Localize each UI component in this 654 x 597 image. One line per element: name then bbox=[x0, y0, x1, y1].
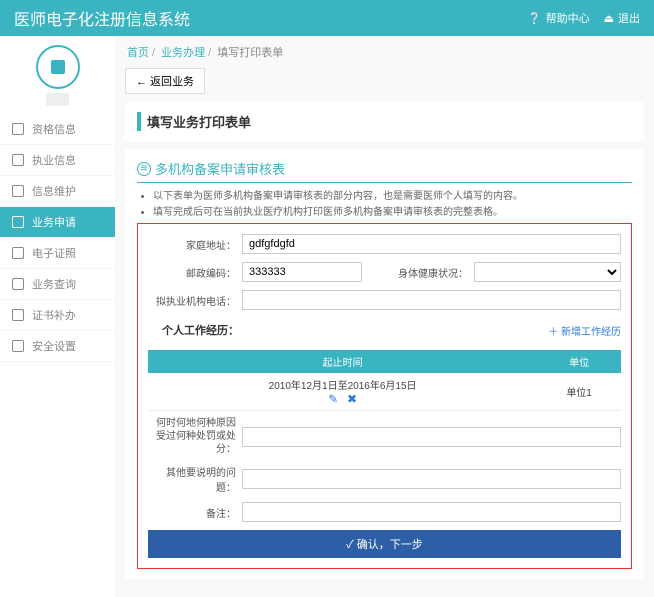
nav-icon bbox=[12, 185, 24, 197]
nav-label: 业务申请 bbox=[32, 214, 76, 230]
nav-label: 执业信息 bbox=[32, 152, 76, 168]
app-header: 医师电子化注册信息系统 ❔ 帮助中心 ⏏ 退出 bbox=[0, 0, 654, 36]
desc-line-2: 填写完成后可在当前执业医疗机构打印医师多机构备案申请审核表的完整表格。 bbox=[153, 205, 632, 221]
logout-icon: ⏏ bbox=[604, 12, 614, 25]
help-link[interactable]: ❔ 帮助中心 bbox=[528, 10, 590, 26]
description-list: 以下表单为医师多机构备案申请审核表的部分内容，也是需要医师个人填写的内容。 填写… bbox=[153, 183, 632, 223]
main-content: 首页/ 业务办理/ 填写打印表单 ← 返回业务 填写业务打印表单 ≋ 多机构备案… bbox=[115, 36, 654, 597]
row-unit: 单位1 bbox=[537, 373, 621, 411]
form-panel: ≋ 多机构备案申请审核表 以下表单为医师多机构备案申请审核表的部分内容，也是需要… bbox=[125, 149, 644, 579]
nav-icon bbox=[12, 247, 24, 259]
col-unit: 单位 bbox=[537, 350, 621, 373]
header-actions: ❔ 帮助中心 ⏏ 退出 bbox=[528, 10, 640, 26]
subtitle-row: ≋ 多机构备案申请审核表 bbox=[137, 159, 632, 183]
nav-label: 安全设置 bbox=[32, 338, 76, 354]
crumb-biz[interactable]: 业务办理 bbox=[161, 47, 205, 59]
sidebar-item-6[interactable]: 证书补办 bbox=[0, 300, 115, 331]
zip-label: 邮政编码： bbox=[148, 265, 236, 280]
phone-label: 拟执业机构电话： bbox=[148, 293, 236, 308]
back-button[interactable]: ← 返回业务 bbox=[125, 68, 205, 94]
nav-label: 资格信息 bbox=[32, 121, 76, 137]
subtitle-icon: ≋ bbox=[137, 162, 151, 176]
sidebar-item-0[interactable]: 资格信息 bbox=[0, 114, 115, 145]
delete-icon[interactable]: ✖ bbox=[347, 392, 357, 406]
form-wrap: 家庭地址： 邮政编码： 身体健康状况： 拟执业机构电话： 个人工作经历： ＋ 新… bbox=[137, 223, 632, 569]
avatar-icon bbox=[51, 60, 65, 74]
nav-label: 电子证照 bbox=[32, 245, 76, 261]
punish-input[interactable] bbox=[242, 427, 621, 447]
nav-label: 证书补办 bbox=[32, 307, 76, 323]
avatar-name bbox=[46, 93, 69, 106]
remark-input[interactable] bbox=[242, 502, 621, 522]
nav-label: 信息维护 bbox=[32, 183, 76, 199]
nav-list: 资格信息执业信息信息维护业务申请电子证照业务查询证书补办安全设置 bbox=[0, 114, 115, 362]
nav-icon bbox=[12, 278, 24, 290]
desc-line-1: 以下表单为医师多机构备案申请审核表的部分内容，也是需要医师个人填写的内容。 bbox=[153, 189, 632, 205]
nav-icon bbox=[12, 309, 24, 321]
sidebar-item-2[interactable]: 信息维护 bbox=[0, 176, 115, 207]
sidebar-item-7[interactable]: 安全设置 bbox=[0, 331, 115, 362]
punish-label: 何时何地何种原因受过何种处罚或处分： bbox=[148, 417, 236, 456]
submit-button[interactable]: ✓ 确认，下一步 bbox=[148, 530, 621, 558]
breadcrumb: 首页/ 业务办理/ 填写打印表单 bbox=[125, 36, 644, 68]
nav-icon bbox=[12, 154, 24, 166]
health-select[interactable] bbox=[474, 262, 621, 282]
nav-icon bbox=[12, 123, 24, 135]
sidebar-item-5[interactable]: 业务查询 bbox=[0, 269, 115, 300]
work-table: 起止时间 单位 2010年12月1日至2016年6月15日 ✎ ✖ 单位1 bbox=[148, 350, 621, 411]
work-section-label: 个人工作经历： bbox=[162, 322, 239, 338]
title-panel: 填写业务打印表单 bbox=[125, 102, 644, 141]
crumb-last: 填写打印表单 bbox=[217, 47, 283, 59]
addr-label: 家庭地址： bbox=[148, 237, 236, 252]
nav-icon bbox=[12, 216, 24, 228]
add-work-link[interactable]: ＋ 新增工作经历 bbox=[245, 323, 621, 338]
zip-input[interactable] bbox=[242, 262, 362, 282]
crumb-home[interactable]: 首页 bbox=[127, 47, 149, 59]
subtitle-text: 多机构备案申请审核表 bbox=[155, 159, 285, 178]
nav-icon bbox=[12, 340, 24, 352]
help-label: 帮助中心 bbox=[546, 10, 590, 26]
remark-label: 备注： bbox=[148, 505, 236, 520]
sidebar-item-1[interactable]: 执业信息 bbox=[0, 145, 115, 176]
nav-label: 业务查询 bbox=[32, 276, 76, 292]
avatar-box bbox=[0, 36, 115, 114]
addr-input[interactable] bbox=[242, 234, 621, 254]
table-row: 2010年12月1日至2016年6月15日 ✎ ✖ 单位1 bbox=[148, 373, 621, 411]
sidebar-item-4[interactable]: 电子证照 bbox=[0, 238, 115, 269]
app-title: 医师电子化注册信息系统 bbox=[14, 6, 190, 30]
phone-input[interactable] bbox=[242, 290, 621, 310]
other-input[interactable] bbox=[242, 469, 621, 489]
sidebar-item-3[interactable]: 业务申请 bbox=[0, 207, 115, 238]
edit-icon[interactable]: ✎ bbox=[328, 392, 338, 406]
main-layout: 资格信息执业信息信息维护业务申请电子证照业务查询证书补办安全设置 首页/ 业务办… bbox=[0, 36, 654, 597]
health-label: 身体健康状况： bbox=[398, 265, 468, 280]
col-time: 起止时间 bbox=[148, 350, 537, 373]
help-icon: ❔ bbox=[528, 12, 542, 25]
logout-link[interactable]: ⏏ 退出 bbox=[604, 10, 640, 26]
row-time: 2010年12月1日至2016年6月15日 bbox=[152, 377, 533, 392]
logout-label: 退出 bbox=[618, 10, 640, 26]
avatar bbox=[36, 45, 80, 89]
other-label: 其他要说明的问题： bbox=[148, 464, 236, 494]
sidebar: 资格信息执业信息信息维护业务申请电子证照业务查询证书补办安全设置 bbox=[0, 36, 115, 597]
page-title: 填写业务打印表单 bbox=[137, 112, 632, 131]
